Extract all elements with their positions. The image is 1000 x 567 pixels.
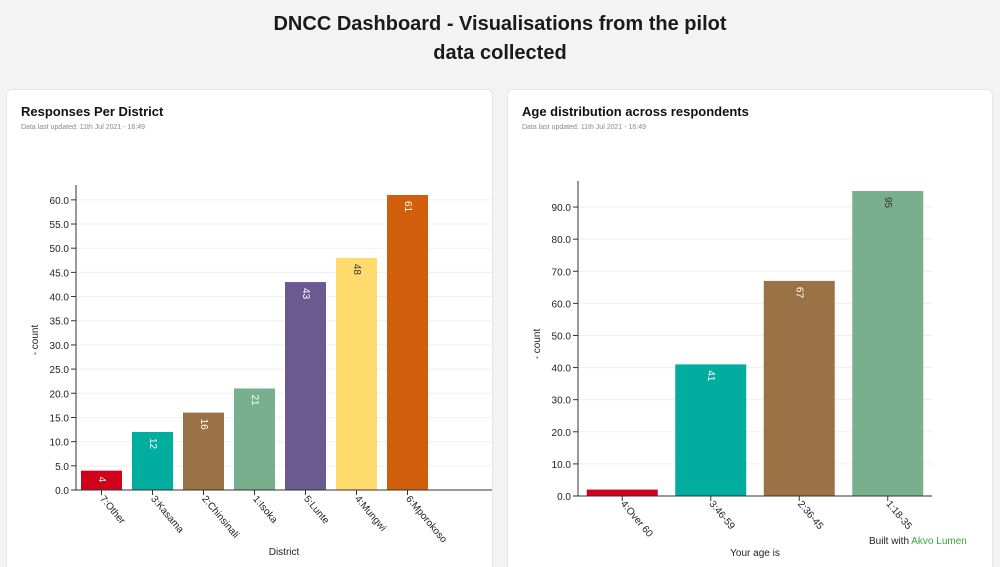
- x-tick-label: 2:36-45: [795, 499, 826, 532]
- y-tick-label: 35.0: [50, 317, 70, 328]
- y-tick-label: 50.0: [552, 331, 572, 342]
- x-tick-label: 4:Mungwi: [352, 494, 388, 534]
- bar-7-other: [81, 470, 122, 490]
- page-title: DNCC Dashboard - Visualisations from the…: [0, 10, 1000, 68]
- y-tick-label: 55.0: [50, 220, 70, 231]
- y-tick-label: 90.0: [552, 203, 572, 214]
- bar-value-label: 12: [147, 438, 158, 450]
- y-tick-label: 5.0: [55, 462, 69, 473]
- bar-6-mporokoso: [387, 195, 428, 490]
- y-tick-label: 0.0: [557, 492, 571, 503]
- y-tick-label: 40.0: [552, 364, 572, 375]
- bar-1-18-35: [852, 191, 924, 496]
- y-tick-label: 10.0: [552, 460, 572, 471]
- bar-4-over-60: [586, 489, 658, 496]
- bar-value-label: 41: [705, 370, 716, 382]
- x-tick-label: 1:18-35: [883, 499, 914, 532]
- x-tick-label: 3:46-59: [706, 499, 737, 532]
- x-tick-label: 6:Mporokoso: [403, 494, 449, 546]
- page-title-line-1: DNCC Dashboard - Visualisations from the…: [273, 13, 727, 35]
- bar-5-lunte: [285, 282, 326, 490]
- y-tick-label: 60.0: [552, 299, 572, 310]
- x-tick-label: 1:Isoka: [250, 494, 279, 526]
- x-tick-label: 2:Chinsinali: [199, 494, 241, 541]
- y-tick-label: 45.0: [50, 268, 70, 279]
- y-tick-label: 20.0: [552, 428, 572, 439]
- bar-value-label: 43: [300, 288, 311, 300]
- bar-4-mungwi: [336, 257, 377, 490]
- x-axis-label: Your age is: [730, 548, 780, 559]
- bar-3-46-59: [675, 364, 747, 496]
- x-tick-label: 4:Over 60: [618, 499, 655, 540]
- y-tick-label: 50.0: [50, 244, 70, 255]
- chart-card-title: Responses Per District: [21, 104, 164, 119]
- bar-2-chinsinali: [183, 412, 224, 490]
- x-tick-label: 3:Kasama: [148, 494, 186, 536]
- y-tick-label: 20.0: [50, 389, 70, 400]
- y-tick-label: 10.0: [50, 438, 70, 449]
- y-tick-label: 40.0: [50, 293, 70, 304]
- bar-value-label: 67: [794, 287, 805, 299]
- x-tick-label: 5:Lunte: [301, 494, 331, 527]
- bar-1-isoka: [234, 388, 275, 490]
- y-tick-label: 0.0: [55, 486, 69, 497]
- akvo-lumen-link[interactable]: Akvo Lumen: [911, 536, 967, 547]
- chart-card-updated: Data last updated: 11th Jul 2021 - 16:49: [522, 124, 647, 131]
- chart-card-title: Age distribution across respondents: [522, 104, 749, 119]
- bar-3-kasama: [132, 431, 173, 490]
- x-tick-label: 7:Other: [97, 494, 127, 527]
- bar-value-label: 21: [249, 394, 260, 406]
- y-tick-label: 70.0: [552, 267, 572, 278]
- chart-card-responses-per-district: Responses Per District Data last updated…: [6, 89, 493, 567]
- chart-card-updated: Data last updated: 11th Jul 2021 - 16:49: [21, 124, 146, 131]
- bar-chart-responses-per-district: 0.0 5.0 10.0 15.0 20.0 25.0 30.0 35.0 40.0 45.0 50…: [30, 185, 492, 558]
- built-with-credit: Built with Akvo Lumen: [869, 536, 967, 547]
- y-tick-label: 30.0: [50, 341, 70, 352]
- built-with-text: Built with: [869, 536, 910, 547]
- bar-value-label: 4: [96, 477, 107, 483]
- y-tick-label: 25.0: [50, 365, 70, 376]
- y-tick-label: 80.0: [552, 235, 572, 246]
- bar-2-36-45: [763, 280, 835, 496]
- y-tick-label: 60.0: [50, 196, 70, 207]
- chart-card-age-distribution: Age distribution across respondents Data…: [507, 89, 993, 567]
- bar-value-label: 95: [882, 197, 893, 209]
- bar-value-label: 48: [351, 264, 362, 276]
- page-title-line-2: data collected: [433, 42, 567, 64]
- bar-chart-age-distribution: 0.0 10.0 20.0 30.0 40.0 50.0 60.0 70.0 80.0 90.0 2…: [532, 181, 932, 559]
- y-tick-label: 15.0: [50, 413, 70, 424]
- y-axis-label: - count: [30, 324, 41, 355]
- bars: 4 7:Other 12 3:Kasama 16 2:Chinsinali 21 1:Isok…: [81, 195, 449, 546]
- bar-value-label: 16: [198, 419, 209, 431]
- bar-value-label: 61: [402, 201, 413, 213]
- y-axis-label: - count: [532, 328, 543, 359]
- x-axis-label: District: [269, 547, 300, 558]
- y-tick-label: 30.0: [552, 396, 572, 407]
